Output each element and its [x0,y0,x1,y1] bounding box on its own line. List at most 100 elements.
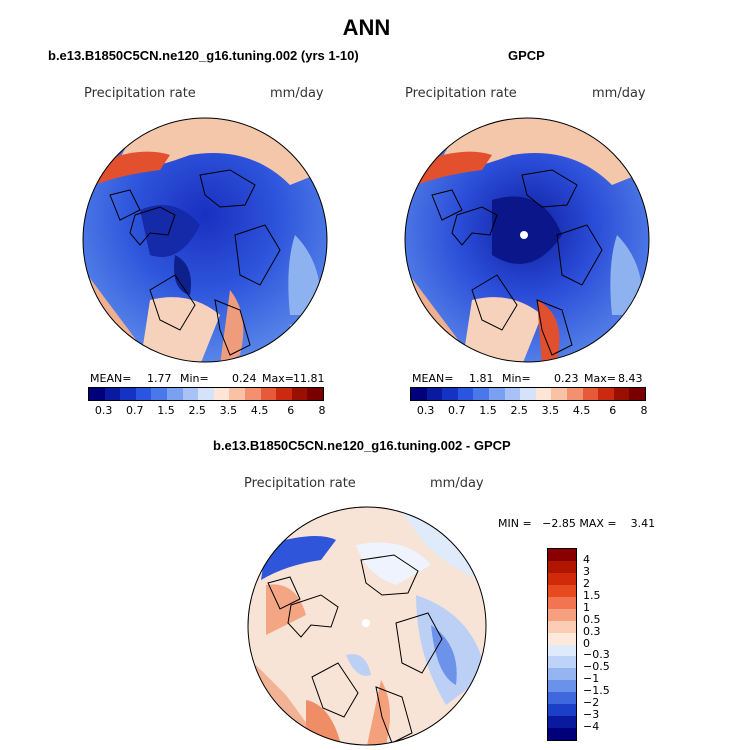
panel3-colorbar-swatch [548,608,576,621]
panel1-colorbar-swatch [307,388,323,400]
panel1-mean-value: 1.77 [147,372,172,385]
panel2-mean-label: MEAN= [412,372,454,385]
panel2-units-label: mm/day [592,86,646,101]
panel3-colorbar-label: 0.3 [583,624,601,638]
panel1-variable-label: Precipitation rate [84,86,196,101]
panel1-colorbar-tick: 2.5 [188,404,206,417]
panel1-colorbar-tick: 8 [318,404,326,417]
panel1-colorbar [88,387,324,401]
panel2-colorbar-swatch [535,388,552,400]
panel3-colorbar-label: 0.5 [583,612,601,626]
panel3-minmax: MIN = −2.85 MAX = 3.41 [498,517,656,530]
panel3-colorbar-label: 0 [583,636,590,650]
panel1-colorbar-swatch [229,388,245,400]
panel3-colorbar-label: 1.5 [583,588,601,602]
panel1-max-value: 11.81 [293,372,325,385]
panel3-colorbar-swatch [548,692,576,705]
panel2-colorbar-swatch [473,388,489,400]
panel3-colorbar-swatch [548,668,576,681]
panel3-title: b.e13.B1850C5CN.ne120_g16.tuning.002 - G… [213,438,511,453]
panel1-colorbar-tick: 3.5 [219,404,238,417]
panel2-colorbar-swatch [566,388,583,400]
panel2-colorbar-swatch [551,388,567,400]
panel3-colorbar-swatch [548,584,576,597]
panel2-colorbar-swatch [457,388,474,400]
panel2-colorbar-swatch [520,388,536,400]
panel1-title: b.e13.B1850C5CN.ne120_g16.tuning.002 (yr… [48,48,359,63]
panel2-colorbar-swatch [598,388,614,400]
panel1-colorbar-swatch [182,388,199,400]
panel2-min-label: Min= [502,372,531,385]
panel3-colorbar-label: −3 [583,708,600,722]
panel1-mean-label: MEAN= [90,372,132,385]
panel3-colorbar-label: −4 [583,720,600,734]
panel3-colorbar-label: −1.5 [583,684,610,698]
panel1-colorbar-swatch [120,388,136,400]
panel3-colorbar-swatch [548,656,576,669]
panel2-colorbar-tick: 0.7 [448,404,466,417]
panel2-mean-value: 1.81 [469,372,494,385]
panel2-colorbar-ticks: 0.3 0.7 1.5 2.5 3.5 4.5 6 8 [410,404,648,418]
panel2-colorbar-tick: 8 [640,404,648,417]
panel1-colorbar-tick: 0.3 [94,404,113,417]
panel2-colorbar-swatch [582,388,599,400]
panel1-colorbar-swatch [291,388,308,400]
panel1-colorbar-swatch [151,388,167,400]
panel3-colorbar-swatch [548,704,576,717]
panel1-colorbar-tick: 6 [287,404,295,417]
panel3-colorbar-swatch [548,596,576,609]
panel3-colorbar-label: 1 [583,600,590,614]
panel1-colorbar-swatch [89,388,105,400]
panel2-colorbar-tick: 4.5 [572,404,591,417]
panel3-colorbar-label: −1 [583,672,600,686]
panel2-colorbar-tick: 0.3 [416,404,435,417]
panel2-min-value: 0.23 [554,372,579,385]
panel1-colorbar-swatch [213,388,230,400]
panel2-colorbar-swatch [488,388,505,400]
panel3-colorbar-label: −2 [583,696,600,710]
panel3-colorbar-label: 3 [583,564,590,578]
panel2-title: GPCP [508,48,545,63]
panel3-colorbar-label: 4 [583,552,590,566]
panel3-colorbar-swatch [548,680,576,693]
panel1-colorbar-swatch [104,388,121,400]
panel2-colorbar-swatch [613,388,630,400]
panel2-colorbar-tick: 3.5 [541,404,560,417]
panel1-colorbar-tick: 1.5 [157,404,175,417]
panel1-colorbar-swatch [276,388,292,400]
panel3-colorbar-label: 2 [583,576,590,590]
panel2-colorbar-swatch [442,388,458,400]
panel1-units-label: mm/day [270,86,324,101]
panel1-colorbar-swatch [166,388,183,400]
panel2-colorbar-tick: 1.5 [479,404,497,417]
panel2-colorbar-swatch [629,388,645,400]
panel1-colorbar-swatch [198,388,214,400]
panel3-colorbar-swatch [548,560,576,573]
panel1-min-label: Min= [180,372,209,385]
panel2-variable-label: Precipitation rate [405,86,517,101]
panel2-colorbar [410,387,646,401]
page-title: ANN [342,15,391,40]
panel2-colorbar-swatch [504,388,521,400]
panel1-colorbar-tick: 0.7 [126,404,144,417]
panel3-colorbar-swatch [548,549,576,561]
panel3-colorbar-swatch [548,572,576,585]
panel2-colorbar-tick: 6 [609,404,617,417]
panel3-colorbar-swatch [548,620,576,633]
panel2-colorbar-tick: 2.5 [510,404,528,417]
panel3-colorbar-labels: 4 3 2 1.5 1 0.5 0.3 0 −0.3 −0.5 −1 −1.5 −2 −3 −4 [583,548,623,739]
panel2-colorbar-swatch [426,388,443,400]
panel1-colorbar-tick: 4.5 [250,404,269,417]
panel3-colorbar-swatch [548,716,576,729]
panel1-polar-map [82,117,328,363]
panel1-colorbar-swatch [135,388,152,400]
panel2-polar-map [404,117,650,363]
panel3-colorbar-swatch [548,632,576,645]
panel2-max-label: Max= [584,372,616,385]
panel3-units-label: mm/day [430,476,484,491]
panel3-colorbar-label: −0.3 [583,648,610,662]
panel3-colorbar-swatch [548,644,576,657]
panel2-max-value: 8.43 [618,372,643,385]
panel1-max-label: Max= [262,372,294,385]
panel1-min-value: 0.24 [232,372,257,385]
